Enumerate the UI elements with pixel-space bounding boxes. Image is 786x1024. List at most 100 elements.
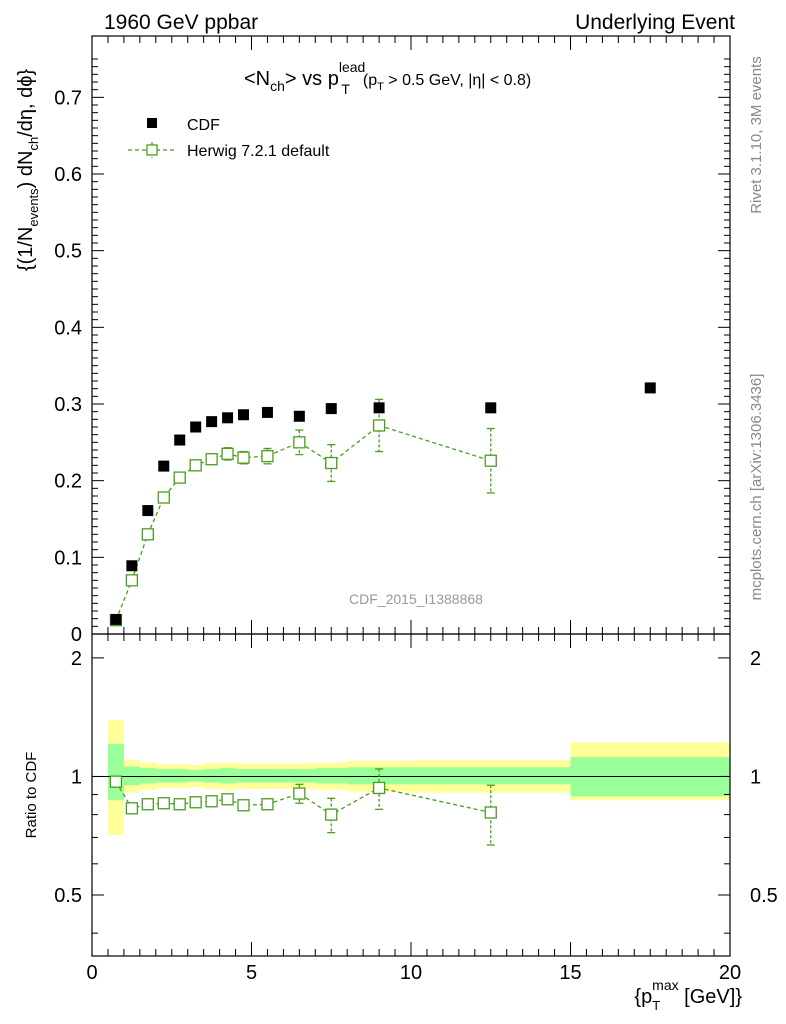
xlabel-b: [GeV]}	[679, 986, 743, 1008]
x-tick-label: 15	[559, 962, 581, 984]
main-y-tick-label: 0.1	[54, 547, 82, 569]
ratio-y-tick-label-right: 1	[750, 766, 761, 788]
cdf-point	[142, 505, 154, 517]
cdf-point	[373, 402, 385, 414]
ylabel-a-sub: events	[26, 188, 41, 227]
main-title: <Nch> vs plead T (pT > 0.5 GeV, |η| < 0.8)	[244, 59, 531, 97]
ratio-point	[141, 798, 154, 811]
x-axis-label: {pTmax [GeV]}	[634, 977, 742, 1013]
title-main-sub2: T	[341, 81, 350, 97]
ratio-point	[157, 797, 170, 810]
xlabel-a-sup: max	[652, 977, 678, 993]
ratio-y-tick-label-right: 2	[750, 648, 761, 670]
mc-point	[372, 419, 386, 432]
title-cut-sub: T	[377, 81, 384, 93]
main-y-tick-label: 0	[71, 624, 82, 646]
ratio-point	[372, 781, 386, 795]
ratio-inner-band	[203, 768, 220, 783]
header-right: Underlying Event	[575, 11, 735, 34]
main-y-tick-label: 0.3	[54, 394, 82, 416]
ratio-inner-band	[411, 767, 571, 785]
main-y-tick-label: 0.5	[54, 241, 82, 263]
ratio-point	[125, 802, 139, 815]
ratio-x-tick-labels: 0 5 10 15 20	[86, 962, 741, 984]
title-cut: (p	[363, 72, 377, 89]
ylabel-a: {(1/N	[15, 227, 37, 271]
cdf-point	[206, 416, 218, 428]
ratio-point	[293, 787, 306, 800]
ylabel-b-sub: ch	[26, 137, 41, 151]
legend-mc-label: Herwig 7.2.1 default	[187, 143, 330, 160]
ratio-inner-band	[283, 768, 316, 783]
xlabel-a-sub: T	[652, 998, 660, 1013]
mc-point	[125, 574, 139, 587]
main-y-label: {(1/Nevents) dNch/dη, dϕ}	[15, 69, 41, 272]
cdf-point	[325, 403, 337, 415]
mc-point	[325, 456, 338, 470]
ratio-point	[109, 775, 123, 788]
legend-cdf-marker	[147, 118, 157, 128]
x-tick-label: 5	[246, 962, 257, 984]
title-main-mid: > vs p	[285, 68, 339, 90]
mc-point	[157, 491, 170, 504]
legend-mc-marker	[146, 144, 158, 156]
ratio-inner-band	[139, 768, 156, 784]
ratio-y-tick-label-left: 2	[71, 648, 82, 670]
cdf-point	[174, 434, 186, 446]
x-tick-label: 10	[400, 962, 422, 984]
cdf-point	[644, 382, 656, 394]
ylabel-c: /dη, dϕ}	[15, 69, 37, 137]
ratio-inner-band	[171, 768, 188, 783]
ratio-point	[189, 796, 202, 809]
mc-point	[205, 453, 218, 466]
ratio-inner-band	[235, 768, 252, 783]
ratio-point	[205, 795, 218, 808]
cdf-point	[126, 560, 138, 572]
title-cut-rest: > 0.5 GeV, |η| < 0.8)	[384, 72, 531, 89]
cdf-point	[293, 410, 305, 422]
ratio-point	[261, 798, 274, 811]
title-main: <N	[244, 68, 270, 90]
ratio-point	[173, 798, 186, 811]
ratio-panel: 0.5 0.5 1 1 2 2 0 5 10 15 20 Ratio to CDF {pTmax …	[23, 633, 778, 1013]
title-main-sup: lead	[339, 59, 365, 75]
header-left: 1960 GeV ppbar	[104, 11, 258, 34]
ratio-point	[484, 806, 497, 819]
ratio-inner-band	[123, 766, 140, 786]
ratio-point	[237, 799, 250, 812]
rivet-label: Rivet 3.1.10, 3M events	[748, 56, 765, 214]
ratio-frame	[91, 633, 731, 957]
ylabel-b: ) dN	[15, 151, 37, 189]
legend: CDF Herwig 7.2.1 default	[128, 117, 330, 160]
ratio-inner-band	[187, 769, 204, 782]
main-y-tick-label: 0.2	[54, 471, 82, 493]
ratio-inner-band	[251, 768, 284, 783]
mc-point	[261, 449, 274, 463]
ratio-inner-band	[315, 768, 348, 784]
ratio-y-tick-labels: 0.5 0.5 1 1 2 2	[54, 648, 778, 907]
cdf-point	[261, 406, 273, 418]
mc-point	[189, 459, 202, 472]
main-axis-ticks	[91, 36, 731, 635]
cdf-point	[238, 409, 250, 421]
ratio-y-tick-label-right: 0.5	[750, 885, 778, 907]
cdf-point	[222, 412, 234, 424]
mc-point	[221, 447, 234, 460]
main-panel: 00.10.20.30.40.50.60.7 <Nch> vs plead T (p…	[15, 35, 731, 646]
legend-cdf-label: CDF	[187, 117, 220, 134]
title-main-sub: ch	[270, 78, 285, 94]
ratio-inner-band	[107, 743, 124, 801]
x-tick-label: 20	[719, 962, 741, 984]
ratio-y-tick-label-left: 1	[71, 766, 82, 788]
mc-point	[484, 454, 497, 467]
ratio-inner-band	[219, 768, 236, 784]
cdf-point	[485, 402, 497, 414]
ratio-inner-band	[155, 768, 172, 783]
mc-point	[237, 451, 250, 464]
cdf-point	[158, 460, 170, 472]
ratio-y-label: Ratio to CDF	[23, 752, 40, 839]
cdf-point	[110, 613, 122, 625]
mcplots-label: mcplots.cern.ch [arXiv:1306.3436]	[748, 374, 765, 601]
cdf-point	[190, 421, 202, 433]
